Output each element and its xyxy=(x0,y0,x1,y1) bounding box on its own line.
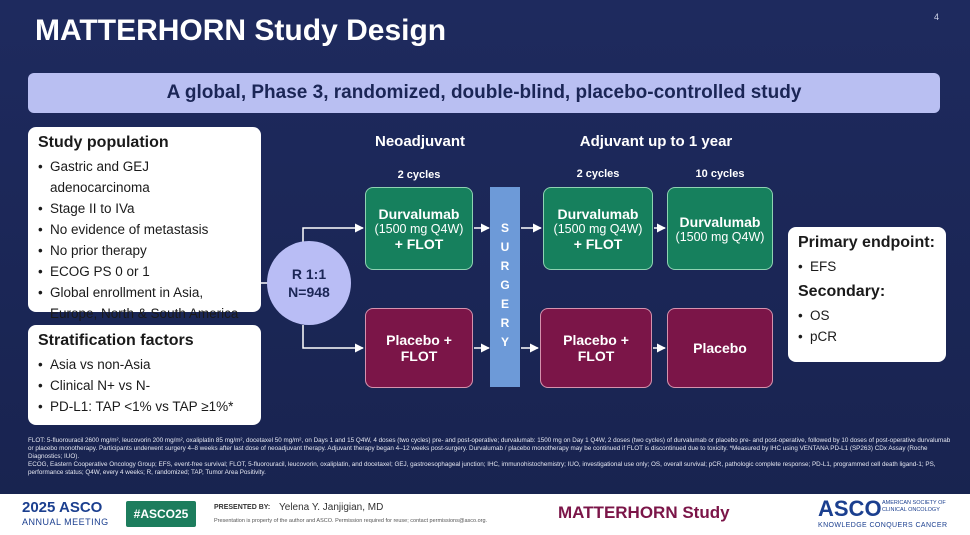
drug: Durvalumab xyxy=(679,213,761,230)
tagline: KNOWLEDGE CONQUERS CANCER xyxy=(818,522,948,529)
randomization: R 1:1 N=948 xyxy=(267,241,351,325)
endpoint-title: Primary endpoint: xyxy=(798,234,935,251)
list: Gastric and GEJ adenocarcinomaStage II t… xyxy=(38,156,251,324)
dose: (1500 mg Q4W) xyxy=(374,221,464,236)
placebo-box: Placebo + FLOT xyxy=(540,308,652,388)
presenter: Yelena Y. Janjigian, MD xyxy=(279,502,384,513)
placebo-box: Placebo xyxy=(667,308,773,388)
ratio: R 1:1 xyxy=(291,266,327,282)
dose: (1500 mg Q4W) xyxy=(675,229,765,244)
arm-label: Placebo xyxy=(693,340,747,356)
footnotes: FLOT: 5-fluorouracil 2600 mg/m², leucovo… xyxy=(28,437,953,477)
bullet-item: EFS xyxy=(798,256,936,277)
bullet-item: Gastric and GEJ adenocarcinoma xyxy=(38,156,251,198)
combo: + FLOT xyxy=(394,235,444,252)
drug: Durvalumab xyxy=(557,205,639,222)
phase-label: Adjuvant up to 1 year xyxy=(579,133,733,150)
durvalumab-box: Durvalumab (1500 mg Q4W) + FLOT xyxy=(543,187,653,270)
arrow xyxy=(302,223,364,242)
durvalumab-box: Durvalumab (1500 mg Q4W) + FLOT xyxy=(365,187,473,270)
box-title: Stratification factors xyxy=(38,332,194,349)
footer: 2025 ASCO ANNUAL MEETING #ASCO25 PRESENT… xyxy=(0,494,970,535)
permission: Presentation is property of the author a… xyxy=(214,518,488,524)
page-number: 4 xyxy=(934,12,940,22)
bullet-item: Stage II to IVa xyxy=(38,198,251,219)
phase-label: Neoadjuvant xyxy=(374,133,465,150)
hashtag: #ASCO25 xyxy=(126,501,196,527)
footnote: FLOT: 5-fluorouracil 2600 mg/m², leucovo… xyxy=(28,437,951,460)
society: AMERICAN SOCIETY OF CLINICAL ONCOLOGY xyxy=(882,500,946,513)
study-name: MATTERHORN Study xyxy=(558,503,730,522)
durvalumab-box: Durvalumab (1500 mg Q4W) xyxy=(667,187,773,270)
endpoints-box: Primary endpoint: EFS Secondary: OSpCR xyxy=(788,227,946,362)
bullet-item: No prior therapy xyxy=(38,240,251,261)
list: EFS xyxy=(798,256,936,277)
drug: Durvalumab xyxy=(378,205,460,222)
arrow xyxy=(302,325,364,353)
banner: A global, Phase 3, randomized, double-bl… xyxy=(28,73,940,113)
box-title: Study population xyxy=(38,134,169,151)
presented-by: PRESENTED BY: xyxy=(214,504,271,511)
list: Asia vs non-AsiaClinical N+ vs N-PD-L1: … xyxy=(38,354,251,417)
meeting-year: 2025 ASCO xyxy=(22,499,103,516)
combo: + FLOT xyxy=(573,235,623,252)
bullet-item: OS xyxy=(798,305,936,326)
bullet-item: PD-L1: TAP <1% vs TAP ≥1%* xyxy=(38,396,251,417)
cycles: 2 cycles xyxy=(397,169,441,181)
bullet-item: Asia vs non-Asia xyxy=(38,354,251,375)
surgery-bar: SURGERY xyxy=(490,187,520,387)
footnote: ECOG, Eastern Cooperative Oncology Group… xyxy=(28,461,936,476)
meeting-name: ANNUAL MEETING xyxy=(22,517,109,527)
logo: ASCO xyxy=(818,496,882,521)
endpoint-title: Secondary: xyxy=(798,283,886,300)
bullet-item: ECOG PS 0 or 1 xyxy=(38,261,251,282)
dose: (1500 mg Q4W) xyxy=(553,221,643,236)
list: OSpCR xyxy=(798,305,936,347)
slide-title: MATTERHORN Study Design xyxy=(35,14,447,47)
study-population-box: Study population Gastric and GEJ adenoca… xyxy=(28,127,261,321)
bullet-item: Global enrollment in Asia, Europe, North… xyxy=(38,282,251,324)
cycles: 10 cycles xyxy=(695,168,745,180)
bullet-item: pCR xyxy=(798,326,936,347)
bullet-item: No evidence of metastasis xyxy=(38,219,251,240)
bullet-item: Clinical N+ vs N- xyxy=(38,375,251,396)
arm-label: Placebo + FLOT xyxy=(386,332,452,364)
stratification-box: Stratification factors Asia vs non-AsiaC… xyxy=(28,325,261,425)
placebo-box: Placebo + FLOT xyxy=(365,308,473,388)
cycles: 2 cycles xyxy=(576,168,620,180)
sample-size: N=948 xyxy=(288,284,330,300)
arm-label: Placebo + FLOT xyxy=(563,332,629,364)
